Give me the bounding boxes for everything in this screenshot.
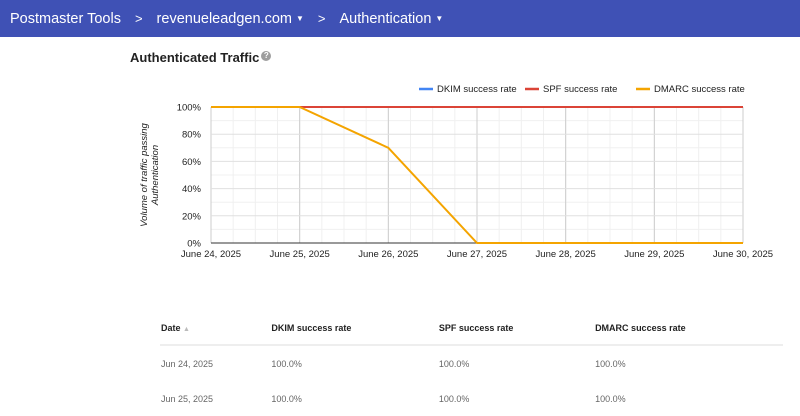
caret-down-icon: ▼ bbox=[435, 14, 444, 24]
cell-dkim: 100.0% bbox=[271, 393, 302, 404]
breadcrumb-separator: > bbox=[317, 11, 326, 26]
sort-ascending-icon: ▲ bbox=[183, 326, 190, 333]
column-header-dkim[interactable]: DKIM success rate bbox=[270, 312, 438, 346]
x-tick-label: June 24, 2025 bbox=[181, 249, 241, 260]
header-label: Date bbox=[161, 323, 181, 333]
caret-down-icon: ▼ bbox=[295, 14, 304, 24]
y-tick-label: 40% bbox=[182, 184, 202, 195]
column-header-dmarc[interactable]: DMARC success rate bbox=[594, 312, 783, 346]
title-text: Authenticated Traffic bbox=[130, 50, 260, 65]
cell-date: Jun 25, 2025 bbox=[161, 393, 214, 404]
breadcrumb-separator: > bbox=[134, 11, 143, 26]
top-bar: Postmaster Tools > revenueleadgen.com ▼ >… bbox=[0, 0, 800, 37]
legend-label: SPF success rate bbox=[543, 84, 617, 95]
y-tick-label: 20% bbox=[182, 211, 202, 222]
y-tick-label: 100% bbox=[177, 103, 202, 114]
cell-spf: 100.0% bbox=[438, 393, 470, 404]
legend-label: DMARC success rate bbox=[654, 84, 745, 95]
authentication-chart: June 24, 2025 June 25, 2025 June 26, 2025 J… bbox=[139, 84, 773, 260]
section-label: Authentication bbox=[339, 10, 432, 27]
y-axis-label: Volume of traffic passing bbox=[139, 122, 150, 226]
x-tick-label: June 28, 2025 bbox=[536, 249, 596, 260]
domain-label: revenueleadgen.com bbox=[156, 10, 292, 27]
cell-dkim: 100.0% bbox=[271, 358, 302, 369]
section-dropdown[interactable]: Authentication ▼ bbox=[340, 11, 444, 27]
table-row: Jun 25, 2025 100.0% 100.0% 100.0% bbox=[160, 381, 783, 416]
cell-spf: 100.0% bbox=[438, 358, 470, 369]
column-header-spf[interactable]: SPF success rate bbox=[437, 312, 595, 346]
breadcrumb-root[interactable]: Postmaster Tools bbox=[10, 10, 121, 27]
x-tick-label: June 29, 2025 bbox=[624, 249, 684, 260]
y-axis-label: Authentication bbox=[150, 145, 161, 206]
cell-dmarc: 100.0% bbox=[595, 393, 626, 404]
y-tick-label: 80% bbox=[182, 130, 202, 141]
authentication-table: Date ▲ DKIM success rate SPF success rat… bbox=[160, 312, 783, 416]
legend-label: DKIM success rate bbox=[437, 84, 517, 95]
x-tick-label: June 25, 2025 bbox=[270, 249, 330, 260]
page-title: Authenticated Traffic? bbox=[130, 50, 272, 65]
x-tick-label: June 27, 2025 bbox=[447, 249, 507, 260]
column-header-date[interactable]: Date ▲ bbox=[160, 312, 271, 346]
cell-dmarc: 100.0% bbox=[595, 358, 626, 369]
domain-dropdown[interactable]: revenueleadgen.com ▼ bbox=[157, 11, 304, 27]
y-tick-label: 60% bbox=[182, 157, 202, 168]
x-tick-label: June 30, 2025 bbox=[713, 249, 773, 260]
series-line-dmarc bbox=[211, 106, 743, 244]
cell-date: Jun 24, 2025 bbox=[161, 358, 214, 369]
table-row: Jun 24, 2025 100.0% 100.0% 100.0% bbox=[160, 345, 783, 381]
question-circle-icon[interactable]: ? bbox=[261, 51, 272, 61]
y-tick-label: 0% bbox=[187, 239, 201, 250]
x-tick-label: June 26, 2025 bbox=[358, 249, 418, 260]
